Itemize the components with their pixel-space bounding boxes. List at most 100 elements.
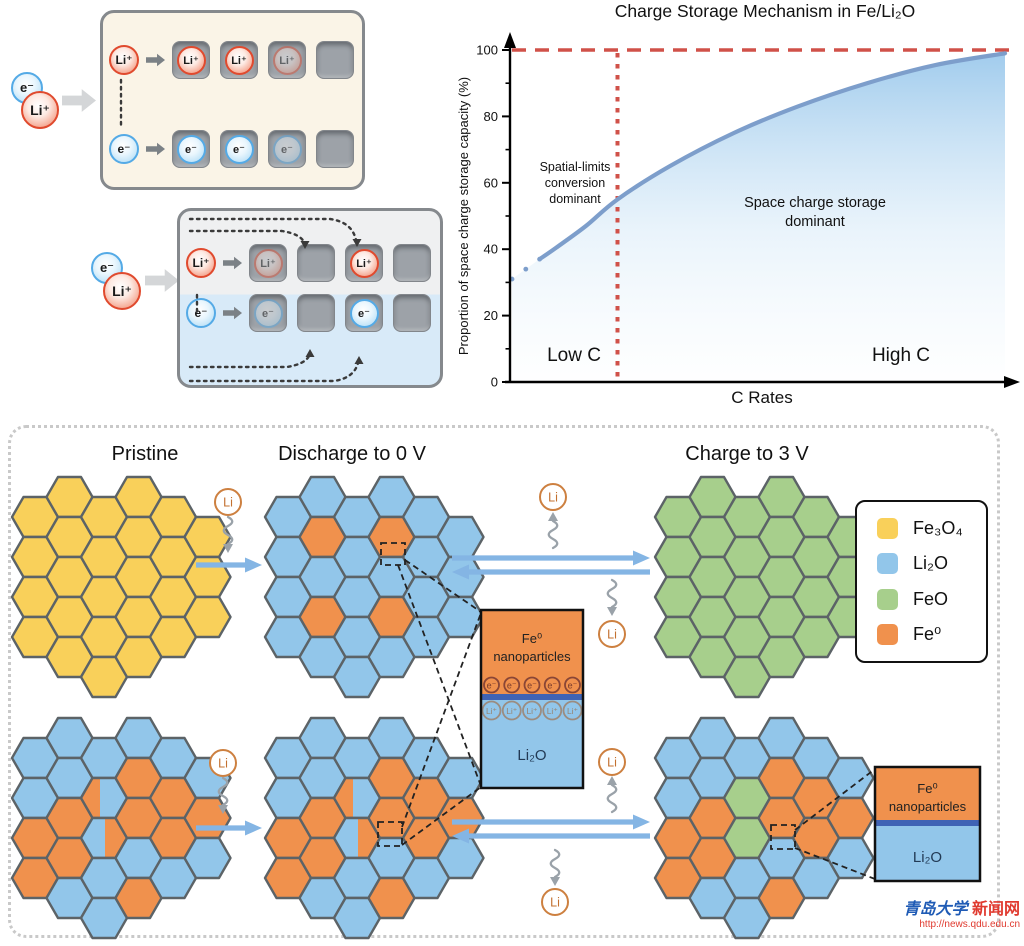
hex-cell — [12, 778, 58, 818]
storage-site: e⁻ — [268, 130, 306, 168]
hex-cell — [758, 477, 805, 517]
legend-swatch-icon — [877, 518, 898, 540]
hex-cell — [46, 517, 93, 557]
hex-cell — [150, 537, 196, 577]
lithium-ion-icon: Li⁺ — [224, 45, 254, 75]
zoom-box — [377, 821, 403, 847]
hex-cell — [368, 637, 415, 677]
hex-cell — [724, 858, 770, 898]
hex-cell — [793, 818, 839, 858]
hex-cell — [265, 858, 311, 898]
hex-cell — [689, 878, 736, 918]
hex-cell — [150, 778, 196, 818]
legend-swatch-icon — [877, 553, 898, 575]
li-badge-circle-icon — [214, 488, 242, 516]
storage-site: e⁻ — [345, 294, 383, 332]
hex-cell — [655, 738, 701, 778]
hex-cell — [724, 617, 770, 657]
hex-cell — [334, 858, 380, 898]
lithium-label: Li⁺ — [486, 706, 497, 716]
hex-cell — [115, 838, 162, 878]
hex-cell-outline — [436, 836, 485, 880]
zoom-link-line — [401, 786, 482, 846]
hex-cell — [46, 798, 93, 838]
annotation-left-1: Spatial-limits — [540, 160, 611, 174]
electron-ion-icon: e⁻ — [176, 134, 206, 164]
hex-cell — [724, 898, 770, 938]
hex-cell — [827, 798, 874, 838]
y-tick-label: 40 — [484, 242, 498, 257]
electron-ion-icon: e⁻ — [186, 298, 216, 328]
lithium-label: Li⁺ — [526, 706, 537, 716]
area-fill — [512, 53, 1005, 382]
hex-cell — [150, 497, 196, 537]
hex-cell — [403, 497, 449, 537]
li-transfer-arrowhead-icon — [550, 877, 560, 886]
hex-cell — [115, 637, 162, 677]
li-badge-label: Li — [607, 756, 617, 770]
legend-label: Fe⁰ — [913, 623, 942, 644]
legend-item: FeO — [877, 588, 986, 610]
hex-cell — [403, 778, 449, 818]
watermark-url: http://news.qdu.edu.cn — [919, 919, 1020, 931]
zoom-link-line — [794, 768, 876, 831]
hex-cell — [115, 798, 162, 838]
hex-cell — [12, 537, 58, 577]
electron-circle-icon — [503, 676, 521, 694]
electron-circle-icon — [523, 676, 541, 694]
electron-label: e⁻ — [507, 681, 517, 691]
hex-cell-outline — [183, 595, 232, 639]
hex-cell — [793, 617, 839, 657]
hex-cell — [403, 617, 449, 657]
electron-label: e⁻ — [547, 681, 557, 691]
zoom-box — [770, 824, 796, 850]
hex-cell — [184, 517, 231, 557]
legend-label: FeO — [913, 588, 949, 609]
storage-site — [393, 294, 431, 332]
li-badge-label: Li — [550, 896, 560, 910]
hex-cell — [724, 497, 770, 537]
hex-cell — [655, 537, 701, 577]
hex-cell — [724, 577, 770, 617]
hex-cell — [81, 858, 127, 898]
hex-cell — [334, 537, 380, 577]
electron-label: e⁻ — [527, 681, 537, 691]
curve-line — [537, 51, 1008, 262]
li2o-label: Li₂O — [517, 747, 546, 764]
hex-cell — [655, 818, 701, 858]
y-tick-label: 80 — [484, 109, 498, 124]
fe-label-2: nanoparticles — [889, 799, 967, 814]
li-badge-circle-icon — [209, 749, 237, 777]
hex-cell — [758, 798, 805, 838]
legend-swatch-icon — [877, 588, 898, 610]
hex-cell — [793, 778, 839, 818]
hex-cell — [115, 477, 162, 517]
li-ion-badge: Li — [214, 488, 242, 516]
legend-label: Li₂O — [913, 553, 948, 574]
hex-cell — [299, 637, 346, 677]
electron-circle-icon — [543, 676, 561, 694]
y-tick-label: 100 — [476, 43, 498, 58]
hex-cell — [689, 477, 736, 517]
electron-source-icon: e⁻ — [11, 72, 43, 104]
li-badge-circle-icon — [541, 888, 569, 916]
storage-site: e⁻ — [220, 130, 258, 168]
insert-arrow-icon — [223, 256, 242, 270]
annotation-right-2: dominant — [785, 214, 845, 230]
hex-cell — [368, 798, 415, 838]
hex-cell — [758, 637, 805, 677]
input-ion-pair-2: e⁻ Li⁺ — [90, 248, 190, 338]
hex-cell — [758, 597, 805, 637]
insert-arrow-icon — [146, 53, 165, 67]
hex-cell — [689, 798, 736, 838]
transition-arrows — [196, 550, 650, 844]
hex-cell — [81, 657, 127, 697]
hex-cell — [793, 738, 839, 778]
li-transfer-arrowhead-icon — [223, 544, 233, 553]
hex-cell — [150, 738, 196, 778]
storage-site: Li⁺ — [249, 244, 287, 282]
tick-labels: 0 20 40 60 80 100 — [476, 43, 498, 390]
hex-cell — [46, 878, 93, 918]
lithium-circle-icon — [522, 700, 542, 721]
lithium-source-icon: Li⁺ — [103, 272, 141, 310]
